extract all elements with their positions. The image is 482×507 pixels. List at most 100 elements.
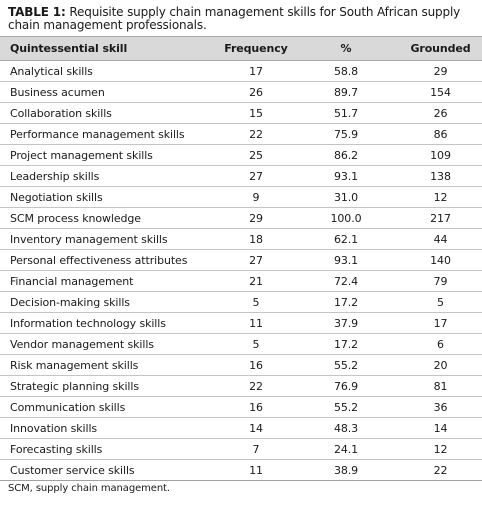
cell-frequency: 16: [210, 396, 302, 418]
cell-frequency: 22: [210, 123, 302, 145]
table-footnote: SCM, supply chain management.: [8, 483, 170, 494]
table-row: Business acumen 26 89.7 154: [0, 81, 482, 103]
cell-percent: 76.9: [302, 375, 390, 397]
cell-grounded: 79: [390, 270, 482, 292]
cell-percent: 55.2: [302, 396, 390, 418]
cell-skill: Project management skills: [0, 144, 210, 166]
cell-frequency: 27: [210, 165, 302, 187]
cell-percent: 72.4: [302, 270, 390, 292]
table-row: Inventory management skills 18 62.1 44: [0, 228, 482, 250]
cell-percent: 75.9: [302, 123, 390, 145]
cell-skill: SCM process knowledge: [0, 207, 210, 229]
cell-skill: Leadership skills: [0, 165, 210, 187]
cell-percent: 62.1: [302, 228, 390, 250]
table-row: Risk management skills 16 55.2 20: [0, 354, 482, 376]
cell-skill: Communication skills: [0, 396, 210, 418]
table-row: Leadership skills 27 93.1 138: [0, 165, 482, 187]
table-row: Analytical skills 17 58.8 29: [0, 60, 482, 82]
table-row: Vendor management skills 5 17.2 6: [0, 333, 482, 355]
cell-skill: Personal effectiveness attributes: [0, 249, 210, 271]
column-header-grounded: Grounded: [390, 36, 482, 61]
cell-skill: Customer service skills: [0, 459, 210, 481]
cell-percent: 24.1: [302, 438, 390, 460]
cell-grounded: 12: [390, 438, 482, 460]
table-row: SCM process knowledge 29 100.0 217: [0, 207, 482, 229]
cell-frequency: 7: [210, 438, 302, 460]
cell-grounded: 22: [390, 459, 482, 481]
table-header-row: Quintessential skill Frequency % Grounde…: [0, 36, 482, 61]
column-header-skill: Quintessential skill: [0, 36, 210, 61]
cell-grounded: 109: [390, 144, 482, 166]
cell-skill: Information technology skills: [0, 312, 210, 334]
cell-percent: 89.7: [302, 81, 390, 103]
table-row: Customer service skills 11 38.9 22: [0, 459, 482, 481]
cell-grounded: 36: [390, 396, 482, 418]
cell-grounded: 140: [390, 249, 482, 271]
table-caption-text: Requisite supply chain management skills…: [8, 5, 461, 32]
cell-grounded: 26: [390, 102, 482, 124]
cell-frequency: 29: [210, 207, 302, 229]
table-row: Project management skills 25 86.2 109: [0, 144, 482, 166]
cell-grounded: 14: [390, 417, 482, 439]
cell-skill: Strategic planning skills: [0, 375, 210, 397]
cell-percent: 17.2: [302, 333, 390, 355]
column-header-percent: %: [302, 36, 390, 61]
cell-percent: 48.3: [302, 417, 390, 439]
table-caption-label: TABLE 1:: [8, 5, 66, 19]
cell-skill: Financial management: [0, 270, 210, 292]
cell-grounded: 5: [390, 291, 482, 313]
cell-percent: 86.2: [302, 144, 390, 166]
table-caption: TABLE 1: Requisite supply chain manageme…: [8, 6, 476, 32]
cell-grounded: 138: [390, 165, 482, 187]
cell-percent: 93.1: [302, 165, 390, 187]
table-row: Innovation skills 14 48.3 14: [0, 417, 482, 439]
cell-skill: Collaboration skills: [0, 102, 210, 124]
cell-grounded: 17: [390, 312, 482, 334]
cell-skill: Forecasting skills: [0, 438, 210, 460]
cell-frequency: 21: [210, 270, 302, 292]
cell-grounded: 81: [390, 375, 482, 397]
cell-grounded: 154: [390, 81, 482, 103]
cell-frequency: 16: [210, 354, 302, 376]
cell-frequency: 27: [210, 249, 302, 271]
table-row: Financial management 21 72.4 79: [0, 270, 482, 292]
table-row: Collaboration skills 15 51.7 26: [0, 102, 482, 124]
skills-table: Quintessential skill Frequency % Grounde…: [0, 36, 482, 481]
table-row: Forecasting skills 7 24.1 12: [0, 438, 482, 460]
cell-frequency: 11: [210, 312, 302, 334]
table-row: Strategic planning skills 22 76.9 81: [0, 375, 482, 397]
cell-grounded: 20: [390, 354, 482, 376]
cell-grounded: 86: [390, 123, 482, 145]
cell-frequency: 5: [210, 333, 302, 355]
cell-skill: Analytical skills: [0, 60, 210, 82]
column-header-frequency: Frequency: [210, 36, 302, 61]
cell-frequency: 15: [210, 102, 302, 124]
cell-grounded: 6: [390, 333, 482, 355]
cell-frequency: 5: [210, 291, 302, 313]
cell-percent: 93.1: [302, 249, 390, 271]
table-body: Analytical skills 17 58.8 29 Business acumen…: [0, 60, 482, 481]
cell-skill: Innovation skills: [0, 417, 210, 439]
cell-grounded: 217: [390, 207, 482, 229]
table-container: Quintessential skill Frequency % Grounde…: [0, 36, 482, 481]
cell-frequency: 11: [210, 459, 302, 481]
cell-skill: Performance management skills: [0, 123, 210, 145]
cell-percent: 100.0: [302, 207, 390, 229]
cell-skill: Decision-making skills: [0, 291, 210, 313]
cell-skill: Negotiation skills: [0, 186, 210, 208]
cell-frequency: 14: [210, 417, 302, 439]
cell-percent: 37.9: [302, 312, 390, 334]
cell-frequency: 22: [210, 375, 302, 397]
table-row: Performance management skills 22 75.9 86: [0, 123, 482, 145]
table-row: Communication skills 16 55.2 36: [0, 396, 482, 418]
cell-frequency: 9: [210, 186, 302, 208]
cell-skill: Business acumen: [0, 81, 210, 103]
cell-skill: Vendor management skills: [0, 333, 210, 355]
cell-percent: 17.2: [302, 291, 390, 313]
cell-percent: 31.0: [302, 186, 390, 208]
cell-percent: 38.9: [302, 459, 390, 481]
cell-grounded: 12: [390, 186, 482, 208]
cell-frequency: 26: [210, 81, 302, 103]
cell-skill: Risk management skills: [0, 354, 210, 376]
cell-percent: 58.8: [302, 60, 390, 82]
